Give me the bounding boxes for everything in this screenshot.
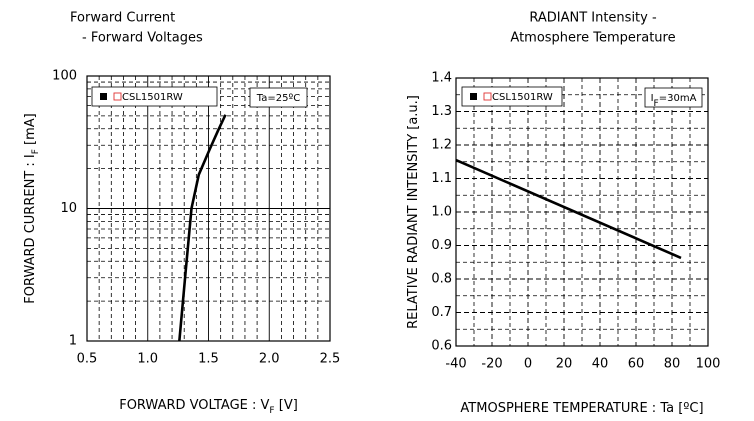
y-tick-label: 1.2: [431, 138, 452, 153]
y-tick-label: 1.3: [431, 104, 452, 119]
y-tick-label: 0.8: [431, 272, 452, 287]
x-tick-label: 0.5: [77, 352, 98, 367]
annotation-box: [249, 87, 308, 108]
x-axis-label-part: FORWARD VOLTAGE : V: [119, 398, 269, 413]
x-axis-label: FORWARD VOLTAGE : VF [V]: [119, 398, 298, 416]
y-axis-label: FORWARD CURRENT : IF [mA]: [23, 113, 41, 303]
y-tick-label: 10: [60, 201, 77, 216]
plot-frame: [455, 77, 709, 347]
legend-label: CSL1501RW: [122, 92, 183, 103]
annotation-part: =30mA: [659, 93, 697, 104]
x-axis-label-subscript: F: [269, 406, 274, 416]
legend-marker-outline: [113, 92, 122, 101]
data-line: [178, 114, 227, 342]
x-tick-label: 0: [524, 357, 532, 372]
x-tick-label: -20: [481, 357, 502, 372]
annotation-subscript: F: [654, 99, 659, 109]
x-tick-label: 80: [664, 357, 681, 372]
chart-title: Atmosphere Temperature: [510, 31, 675, 46]
y-tick-label: 1.0: [431, 205, 452, 220]
x-tick-label: 20: [556, 357, 573, 372]
y-tick-label: 100: [52, 69, 77, 84]
x-axis-label-part: [V]: [275, 398, 298, 413]
x-tick-label: 2.5: [320, 352, 341, 367]
legend-box: [91, 86, 218, 107]
annotation-part: Ta=25ºC: [256, 93, 300, 104]
annotation-box: [644, 87, 703, 108]
legend-marker-outline: [483, 92, 492, 101]
annotation-part: I: [651, 93, 654, 104]
x-tick-label: 60: [628, 357, 645, 372]
data-line: [455, 158, 682, 260]
chart-title: - Forward Voltages: [82, 31, 203, 46]
legend-marker: [100, 93, 107, 100]
y-axis-label-subscript: F: [31, 149, 41, 154]
x-tick-label: 100: [696, 357, 721, 372]
annotation: Ta=25ºC: [256, 93, 300, 104]
y-tick-label: 0.9: [431, 238, 452, 253]
y-axis-label-part: FORWARD CURRENT : I: [23, 154, 38, 303]
legend-marker: [470, 93, 477, 100]
y-tick-label: 1: [69, 334, 77, 349]
y-tick-label: 1.4: [431, 71, 452, 86]
x-tick-label: 1.5: [198, 352, 219, 367]
legend-box: [461, 86, 563, 107]
x-axis-label: ATMOSPHERE TEMPERATURE : Ta [ºC]: [460, 401, 703, 416]
chart-title: RADIANT Intensity -: [529, 11, 657, 26]
x-tick-label: -40: [445, 357, 466, 372]
y-axis-label-part: RELATIVE RADIANT INTENSITY [a.u.]: [406, 95, 421, 329]
y-axis-label-part: [mA]: [23, 113, 38, 149]
x-tick-label: 2.0: [259, 352, 280, 367]
y-tick-label: 0.7: [431, 305, 452, 320]
plot-frame: [86, 75, 331, 342]
y-tick-label: 1.1: [431, 171, 452, 186]
x-tick-label: 40: [592, 357, 609, 372]
y-axis-label: RELATIVE RADIANT INTENSITY [a.u.]: [406, 95, 421, 329]
legend-label: CSL1501RW: [492, 92, 553, 103]
y-tick-label: 0.6: [431, 339, 452, 354]
x-tick-label: 1.0: [137, 352, 158, 367]
annotation: IF=30mA: [651, 93, 697, 109]
chart-title: Forward Current: [70, 11, 175, 26]
x-axis-label-part: ATMOSPHERE TEMPERATURE : Ta [ºC]: [460, 401, 703, 416]
